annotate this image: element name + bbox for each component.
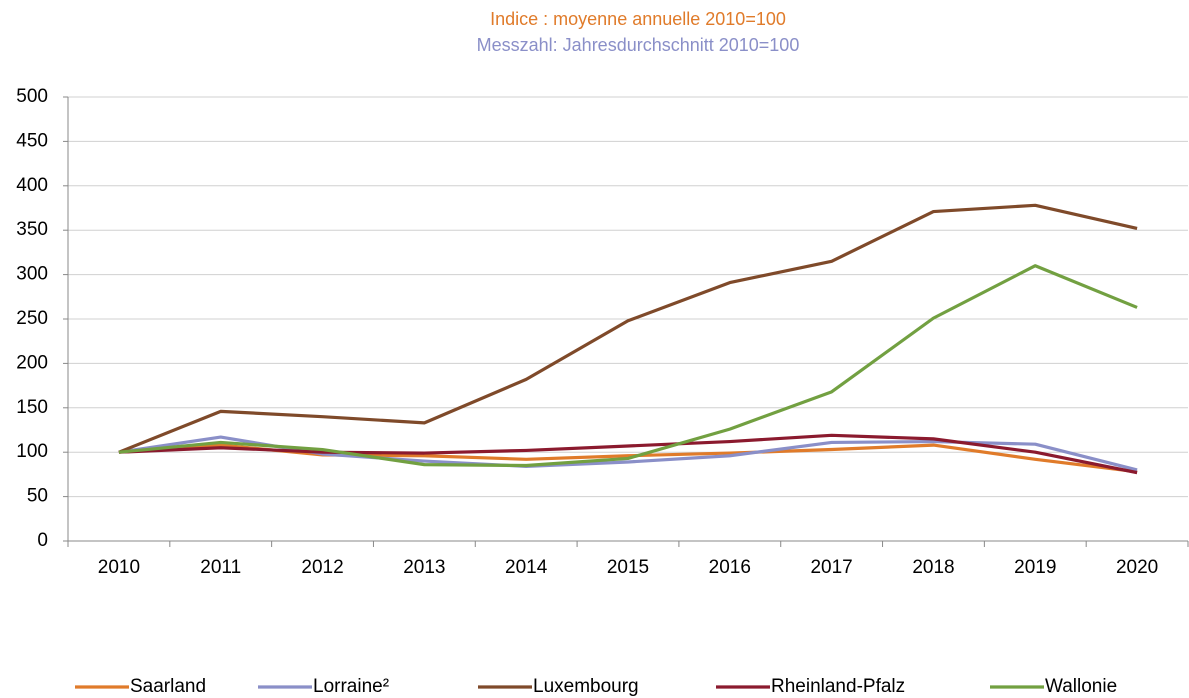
series-line bbox=[118, 264, 1138, 468]
y-tick-label: 400 bbox=[16, 175, 48, 196]
y-tick-label: 50 bbox=[27, 486, 48, 507]
x-tick-label: 2010 bbox=[98, 557, 140, 578]
y-tick-label: 200 bbox=[16, 352, 48, 373]
legend-label: Rheinland-Pfalz bbox=[771, 676, 905, 697]
legend-label: Luxembourg bbox=[533, 676, 639, 697]
legend-label: Saarland bbox=[130, 676, 206, 697]
y-tick-label: 250 bbox=[16, 308, 48, 329]
chart-title: Indice : moyenne annuelle 2010=100 bbox=[490, 9, 786, 29]
legend-label: Wallonie bbox=[1045, 676, 1117, 697]
x-tick-label: 2020 bbox=[1116, 557, 1158, 578]
x-tick-label: 2015 bbox=[607, 557, 649, 578]
y-tick-label: 300 bbox=[16, 264, 48, 285]
chart-subtitle: Messzahl: Jahresdurchschnitt 2010=100 bbox=[477, 35, 800, 55]
x-tick-label: 2011 bbox=[200, 557, 241, 578]
y-tick-label: 150 bbox=[16, 397, 48, 418]
x-tick-label: 2019 bbox=[1014, 557, 1056, 578]
series-line bbox=[118, 203, 1138, 454]
x-tick-label: 2016 bbox=[709, 557, 751, 578]
y-tick-label: 350 bbox=[16, 219, 48, 240]
x-tick-label: 2018 bbox=[912, 557, 954, 578]
legend-label: Lorraine² bbox=[313, 676, 389, 697]
y-tick-label: 450 bbox=[16, 130, 48, 151]
y-tick-label: 0 bbox=[37, 530, 48, 551]
y-tick-label: 100 bbox=[16, 441, 48, 462]
x-tick-label: 2014 bbox=[505, 557, 548, 578]
series-line bbox=[118, 433, 1138, 475]
x-tick-label: 2013 bbox=[403, 557, 445, 578]
x-tick-label: 2017 bbox=[810, 557, 852, 578]
y-tick-label: 500 bbox=[16, 86, 48, 107]
x-tick-label: 2012 bbox=[301, 557, 343, 578]
